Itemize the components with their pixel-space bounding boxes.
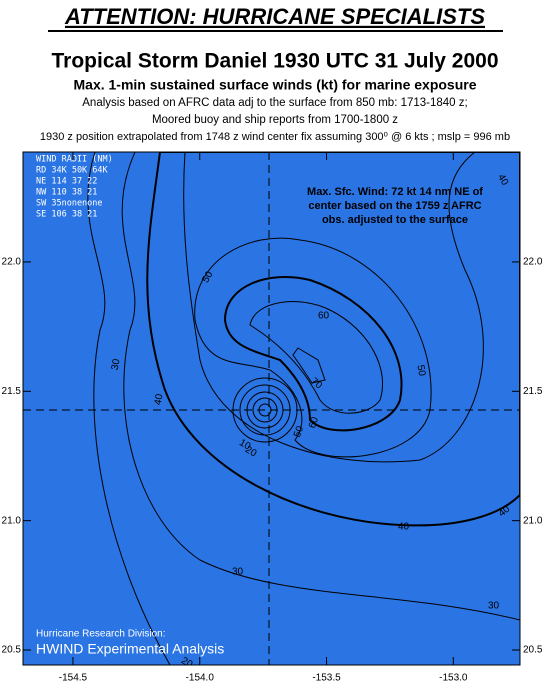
contour-label: 50: [292, 424, 306, 439]
x-tick-label: -154.0: [186, 673, 215, 684]
radii-line: SE 106 38 21: [36, 210, 97, 220]
contour-label: 40: [495, 172, 510, 188]
banner: ATTENTION: HURRICANE SPECIALISTS: [64, 4, 485, 29]
contour-label: 20: [179, 655, 195, 670]
band-70: [249, 301, 384, 414]
annotation: Max. Sfc. Wind: 72 kt 14 nm NE of center…: [307, 186, 483, 226]
contour-label: 10: [237, 437, 253, 452]
frame: [22, 151, 521, 666]
contour-label: 50: [200, 269, 215, 285]
radii-line: NW 110 38 21: [36, 188, 97, 198]
y-tick-label: 21.5: [2, 386, 22, 397]
credit: HWIND Experimental Analysis: [36, 641, 224, 657]
wind-radii: WIND RADII (NM) RD 34K 50K 64K NE 114 37…: [36, 155, 113, 220]
y-tick-label: 21.5: [523, 386, 543, 397]
annotation-line: Max. Sfc. Wind: 72 kt 14 nm NE of: [307, 186, 483, 198]
band-50: [194, 237, 432, 458]
radii-line: WIND RADII (NM): [36, 155, 113, 165]
radii-line: SW 35nonenone: [36, 199, 103, 209]
annotation-line: center based on the 1759 z AFRC: [308, 200, 481, 212]
contour-label: 40: [153, 393, 166, 406]
x-tick-label: -153.5: [312, 673, 341, 684]
band-25: [87, 152, 520, 665]
title: Tropical Storm Daniel 1930 UTC 31 July 2…: [51, 50, 498, 73]
radii-line: NE 114 37 22: [36, 177, 97, 187]
note: Moored buoy and ship reports from 1700-1…: [152, 114, 398, 126]
y-tick-label: 20.5: [523, 645, 543, 656]
band-max: [292, 347, 326, 384]
band-20: [23, 152, 520, 665]
y-tick-label: 21.0: [2, 515, 22, 526]
band-30: [121, 152, 520, 621]
radii-line: RD 34K 50K 64K: [36, 166, 109, 176]
x-tick-label: -153.0: [439, 673, 468, 684]
credit: Hurricane Research Division:: [36, 629, 166, 640]
x-tick-label: -154.5: [59, 673, 88, 684]
band-40: [183, 152, 484, 463]
y-tick-label: 22.0: [523, 257, 543, 268]
contour-label: 60: [318, 311, 330, 322]
band-64: [223, 276, 403, 432]
contour-label: 60: [307, 415, 321, 430]
contour-label: 30: [488, 601, 500, 612]
annotation-line: obs. adjusted to the surface: [322, 214, 468, 226]
contour-label: 30: [110, 358, 123, 371]
band-34: [146, 152, 520, 527]
note: 1930 z position extrapolated from 1748 z…: [40, 131, 510, 143]
y-tick-label: 21.0: [523, 515, 543, 526]
contour-label: 30: [232, 567, 244, 578]
contour-label: 50: [414, 364, 427, 377]
note: Analysis based on AFRC data adj to the s…: [82, 97, 467, 109]
wind-field: 30 40 50 60 70 50 40 40 40 30 30 20 50 6…: [23, 152, 520, 670]
y-tick-label: 20.5: [2, 645, 22, 656]
contour-label: 40: [398, 522, 410, 533]
y-tick-label: 22.0: [2, 257, 22, 268]
subtitle: Max. 1-min sustained surface winds (kt) …: [74, 77, 477, 93]
contour-label: 20: [243, 444, 259, 459]
